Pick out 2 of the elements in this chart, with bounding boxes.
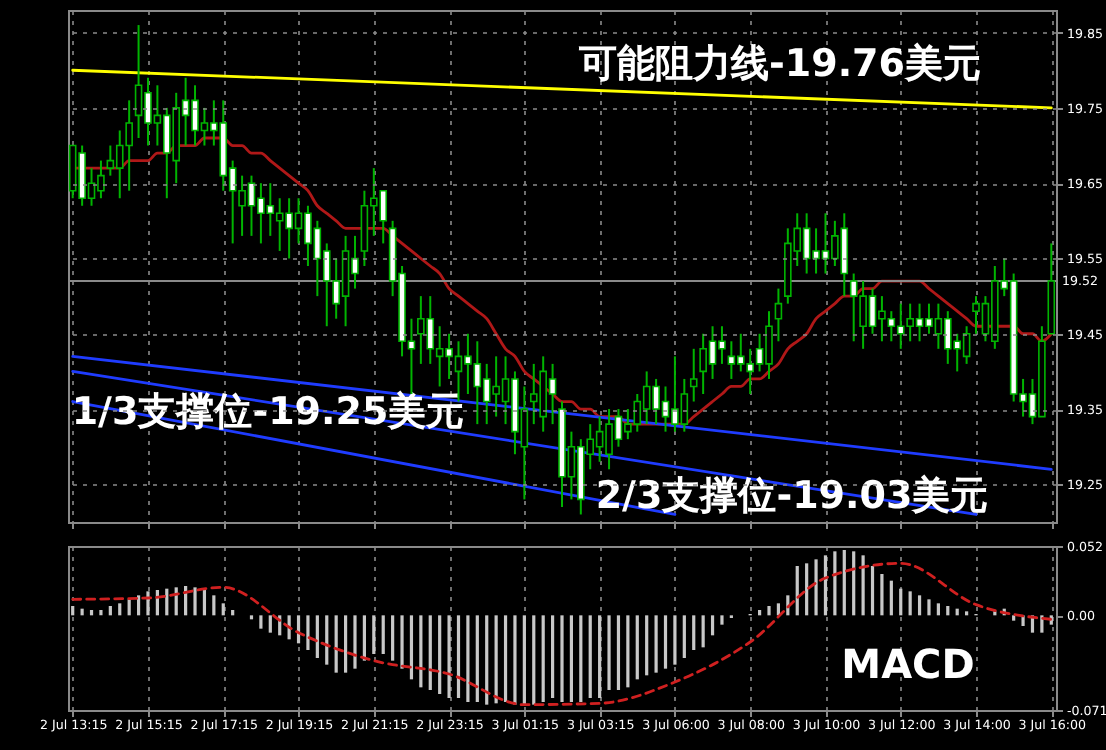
annotation: 可能阻力线-19.76美元: [577, 42, 981, 86]
annotation: MACD: [841, 640, 975, 688]
